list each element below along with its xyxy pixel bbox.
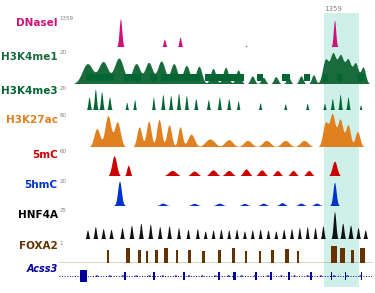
Text: 5hmC: 5hmC <box>24 180 58 190</box>
Bar <box>357 74 364 81</box>
Bar <box>202 251 205 263</box>
Text: FOXA2: FOXA2 <box>19 241 58 251</box>
Bar <box>310 272 312 280</box>
Bar <box>324 176 359 206</box>
Bar <box>331 272 332 280</box>
Bar <box>255 272 257 280</box>
Bar <box>86 74 114 81</box>
Bar <box>360 248 364 263</box>
Bar <box>345 272 346 280</box>
Text: 5mC: 5mC <box>32 150 58 160</box>
Bar <box>324 47 359 84</box>
Text: HNF4A: HNF4A <box>18 210 58 220</box>
Bar <box>288 272 290 280</box>
Text: 60: 60 <box>59 149 66 154</box>
Text: 20: 20 <box>59 50 66 55</box>
Text: 1359: 1359 <box>59 16 73 21</box>
Bar <box>340 248 345 263</box>
Text: 20: 20 <box>59 179 66 184</box>
Bar <box>155 250 158 263</box>
Bar <box>205 74 245 81</box>
Bar <box>324 147 359 176</box>
Bar <box>234 272 236 280</box>
Text: 60: 60 <box>59 113 66 118</box>
Bar <box>138 250 141 263</box>
Bar <box>183 272 185 280</box>
Bar <box>80 270 87 282</box>
Text: H3K27ac: H3K27ac <box>6 115 58 125</box>
Bar <box>161 74 201 81</box>
Text: DNaseI: DNaseI <box>16 18 58 28</box>
Bar <box>331 246 337 263</box>
Bar <box>324 13 359 47</box>
Bar <box>107 250 109 263</box>
Bar <box>297 251 299 263</box>
Text: 1359: 1359 <box>324 6 342 12</box>
Text: 20: 20 <box>59 86 66 91</box>
Bar <box>259 251 261 263</box>
Bar <box>361 272 362 280</box>
Bar <box>153 272 155 280</box>
Bar <box>188 250 191 263</box>
Bar <box>324 263 359 287</box>
Bar <box>218 250 221 263</box>
Bar <box>324 110 359 147</box>
Bar <box>257 74 263 81</box>
Bar <box>337 74 342 81</box>
Bar <box>324 84 359 110</box>
Bar <box>164 248 168 263</box>
Bar <box>272 250 274 263</box>
Bar <box>282 74 290 81</box>
Text: H3K4me1: H3K4me1 <box>1 52 58 62</box>
Bar <box>245 251 247 263</box>
Bar <box>324 206 359 239</box>
Bar <box>285 249 289 263</box>
Bar <box>126 248 130 263</box>
Text: H3K4me3: H3K4me3 <box>1 86 58 96</box>
Bar <box>176 250 178 263</box>
Bar <box>232 248 236 263</box>
Bar <box>351 250 354 263</box>
Bar <box>218 272 220 280</box>
Text: 1: 1 <box>59 241 63 246</box>
Text: Acss3: Acss3 <box>26 264 58 275</box>
Text: 25: 25 <box>59 208 66 213</box>
Bar <box>150 74 156 81</box>
Bar <box>323 74 328 81</box>
Bar <box>270 272 272 280</box>
Bar <box>304 74 310 81</box>
Bar <box>324 239 359 263</box>
Bar <box>146 251 148 263</box>
Bar <box>124 74 141 81</box>
Bar <box>124 272 126 280</box>
